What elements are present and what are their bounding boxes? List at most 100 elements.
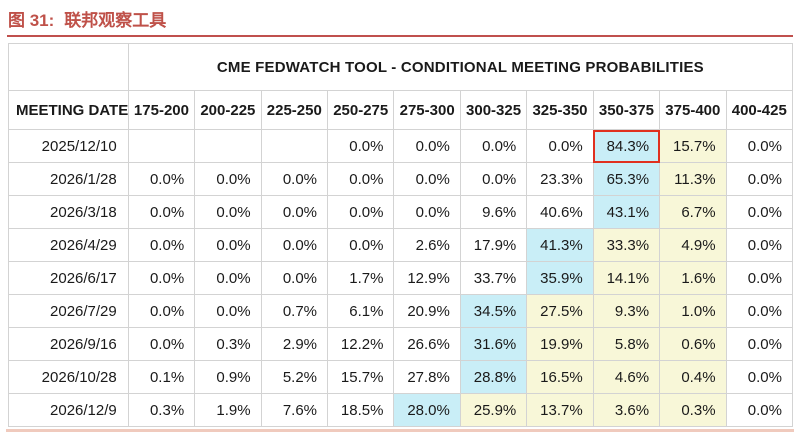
prob-cell: 16.5% xyxy=(526,360,594,394)
range-header: 350-375 xyxy=(592,90,661,130)
table-row: 2026/12/9 0.3% 1.9% 7.6% 18.5% 28.0% 25.9% 13.7… xyxy=(8,393,794,427)
prob-cell: 0.0% xyxy=(260,228,329,262)
table-body: 2025/12/10 0.0% 0.0% 0.0% 0.0% 84.3% 15.7% 0.0%… xyxy=(8,129,794,427)
prob-cell: 0.0% xyxy=(526,129,594,163)
table-row: 2026/7/29 0.0% 0.0% 0.7% 6.1% 20.9% 34.5% 27.5%… xyxy=(8,294,794,328)
range-header: 300-325 xyxy=(459,90,528,130)
prob-cell: 0.0% xyxy=(260,162,329,196)
prob-cell: 0.0% xyxy=(393,195,461,229)
prob-cell: 26.6% xyxy=(393,327,461,361)
prob-cell: 7.6% xyxy=(260,393,329,427)
fedwatch-probabilities-table: CME FEDWATCH TOOL - CONDITIONAL MEETING … xyxy=(8,43,794,427)
table-row: 2025/12/10 0.0% 0.0% 0.0% 0.0% 84.3% 15.7% 0.0% xyxy=(8,129,794,163)
table-head: CME FEDWATCH TOOL - CONDITIONAL MEETING … xyxy=(8,43,794,130)
prob-cell: 0.0% xyxy=(459,129,528,163)
figure-title: 联邦观察工具 xyxy=(64,11,167,30)
prob-cell: 6.7% xyxy=(659,195,727,229)
prob-cell: 4.9% xyxy=(659,228,727,262)
table-main-header: CME FEDWATCH TOOL - CONDITIONAL MEETING … xyxy=(127,43,794,91)
modal-prob-cell: 65.3% xyxy=(592,162,661,196)
table-title-row: CME FEDWATCH TOOL - CONDITIONAL MEETING … xyxy=(8,43,794,91)
prob-cell: 27.8% xyxy=(393,360,461,394)
figure-number-label: 图 31: xyxy=(8,11,55,30)
prob-cell: 9.3% xyxy=(592,294,661,328)
date-cell: 2026/7/29 xyxy=(8,294,129,328)
prob-cell: 0.0% xyxy=(127,294,196,328)
modal-prob-cell: 31.6% xyxy=(459,327,528,361)
range-header: 200-225 xyxy=(194,90,262,130)
prob-cell: 2.6% xyxy=(393,228,461,262)
prob-cell: 40.6% xyxy=(526,195,594,229)
date-cell: 2026/6/17 xyxy=(8,261,129,295)
prob-cell: 0.0% xyxy=(327,162,395,196)
prob-cell: 1.6% xyxy=(659,261,727,295)
prob-cell: 33.3% xyxy=(592,228,661,262)
prob-cell: 0.0% xyxy=(127,195,196,229)
prob-cell: 0.0% xyxy=(327,228,395,262)
prob-cell: 0.0% xyxy=(725,327,794,361)
prob-cell: 0.0% xyxy=(327,129,395,163)
prob-cell: 0.0% xyxy=(725,195,794,229)
range-header: 250-275 xyxy=(327,90,395,130)
table-row: 2026/10/28 0.1% 0.9% 5.2% 15.7% 27.8% 28.8% 16.… xyxy=(8,360,794,394)
range-header: 325-350 xyxy=(526,90,594,130)
prob-cell: 9.6% xyxy=(459,195,528,229)
prob-cell: 15.7% xyxy=(659,129,727,163)
figure-bottom-rule xyxy=(6,429,794,432)
date-cell: 2026/9/16 xyxy=(8,327,129,361)
highlighted-prob-cell: 84.3% xyxy=(592,129,661,163)
column-header-row: MEETING DATE 175-200 200-225 225-250 250-27… xyxy=(8,90,794,130)
prob-cell: 20.9% xyxy=(393,294,461,328)
date-cell: 2026/4/29 xyxy=(8,228,129,262)
prob-cell: 0.0% xyxy=(127,261,196,295)
prob-cell: 0.0% xyxy=(260,195,329,229)
prob-cell: 0.1% xyxy=(127,360,196,394)
prob-cell: 6.1% xyxy=(327,294,395,328)
prob-cell: 12.2% xyxy=(327,327,395,361)
date-cell: 2025/12/10 xyxy=(8,129,129,163)
prob-cell: 0.0% xyxy=(725,393,794,427)
modal-prob-cell: 35.9% xyxy=(526,261,594,295)
caption-divider-rule xyxy=(7,35,793,37)
prob-cell xyxy=(194,129,262,163)
prob-cell: 0.0% xyxy=(127,327,196,361)
prob-cell: 0.0% xyxy=(260,261,329,295)
modal-prob-cell: 34.5% xyxy=(459,294,528,328)
prob-cell: 14.1% xyxy=(592,261,661,295)
date-cell: 2026/3/18 xyxy=(8,195,129,229)
prob-cell: 0.0% xyxy=(194,294,262,328)
prob-cell: 27.5% xyxy=(526,294,594,328)
prob-cell: 4.6% xyxy=(592,360,661,394)
prob-cell: 0.0% xyxy=(459,162,528,196)
range-header: 175-200 xyxy=(127,90,196,130)
prob-cell: 23.3% xyxy=(526,162,594,196)
prob-cell: 0.6% xyxy=(659,327,727,361)
table-row: 2026/1/28 0.0% 0.0% 0.0% 0.0% 0.0% 0.0% 23.3% 65… xyxy=(8,162,794,196)
prob-cell: 0.0% xyxy=(725,129,794,163)
prob-cell: 0.3% xyxy=(127,393,196,427)
prob-cell: 0.0% xyxy=(194,162,262,196)
range-header: 400-425 xyxy=(725,90,794,130)
prob-cell: 0.0% xyxy=(127,162,196,196)
prob-cell: 13.7% xyxy=(526,393,594,427)
prob-cell: 0.0% xyxy=(725,294,794,328)
prob-cell xyxy=(260,129,329,163)
range-header: 375-400 xyxy=(659,90,727,130)
table-row: 2026/6/17 0.0% 0.0% 0.0% 1.7% 12.9% 33.7% 35.9%… xyxy=(8,261,794,295)
prob-cell: 2.9% xyxy=(260,327,329,361)
modal-prob-cell: 28.0% xyxy=(393,393,461,427)
prob-cell: 0.0% xyxy=(393,162,461,196)
prob-cell: 15.7% xyxy=(327,360,395,394)
prob-cell: 12.9% xyxy=(393,261,461,295)
prob-cell: 0.0% xyxy=(127,228,196,262)
date-cell: 2026/10/28 xyxy=(8,360,129,394)
prob-cell: 18.5% xyxy=(327,393,395,427)
table-row: 2026/4/29 0.0% 0.0% 0.0% 0.0% 2.6% 17.9% 41.3% 3… xyxy=(8,228,794,262)
prob-cell: 1.7% xyxy=(327,261,395,295)
prob-cell: 0.0% xyxy=(725,162,794,196)
table-row: 2026/9/16 0.0% 0.3% 2.9% 12.2% 26.6% 31.6% 19.9… xyxy=(8,327,794,361)
prob-cell: 0.0% xyxy=(725,261,794,295)
prob-cell: 17.9% xyxy=(459,228,528,262)
prob-cell xyxy=(127,129,196,163)
meeting-date-header: MEETING DATE xyxy=(8,90,129,130)
